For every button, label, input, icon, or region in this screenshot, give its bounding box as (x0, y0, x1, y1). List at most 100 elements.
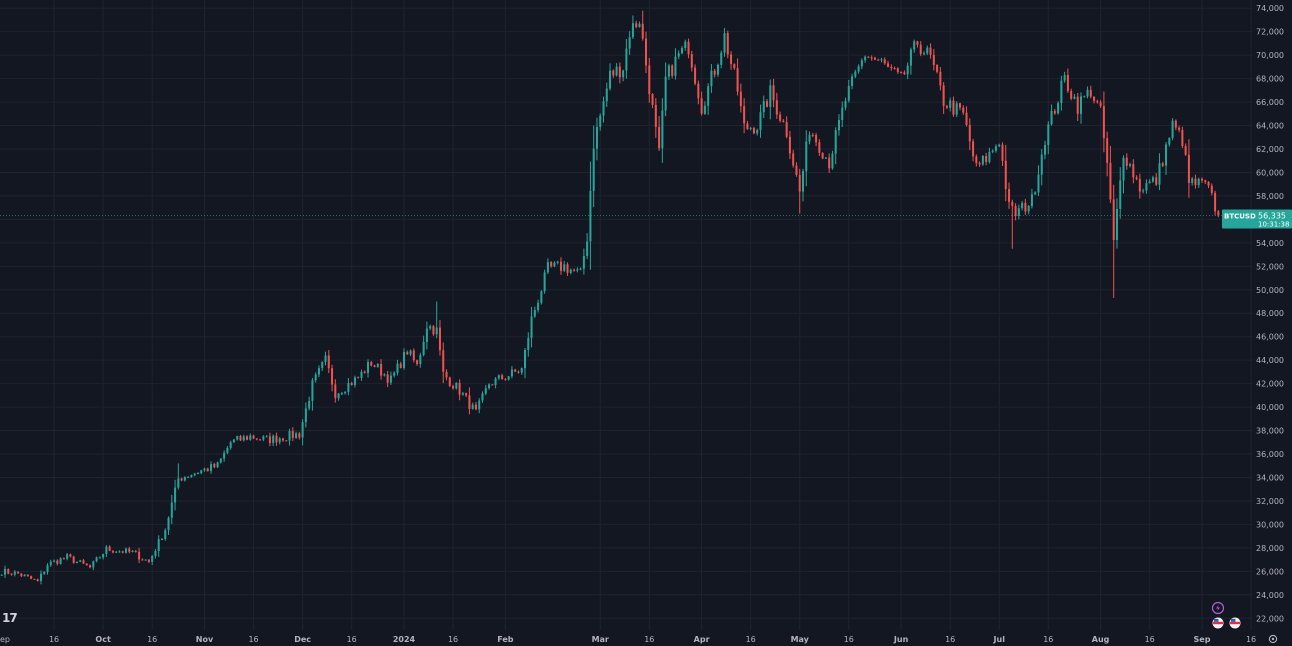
candle-up (226, 448, 229, 453)
y-tick-label: 48,000 (1256, 309, 1284, 318)
candle-down (779, 114, 782, 121)
flag-icon[interactable] (1229, 617, 1241, 629)
candle-up (157, 539, 160, 552)
candle-up (461, 393, 464, 395)
candle-down (919, 44, 922, 55)
candle-up (844, 100, 847, 108)
candle-up (906, 65, 909, 75)
candle-down (985, 156, 988, 163)
candle-up (262, 436, 265, 440)
candle-up (1057, 103, 1060, 114)
candle-down (10, 573, 13, 575)
candle-down (1155, 177, 1158, 185)
y-tick-label: 28,000 (1256, 544, 1284, 553)
candle-down (739, 91, 742, 107)
candle-down (641, 23, 644, 39)
candle-down (474, 404, 477, 410)
candle-up (422, 341, 425, 356)
candle-down (111, 550, 114, 553)
candle-up (707, 86, 710, 106)
candle-down (416, 360, 419, 365)
candle-down (726, 33, 729, 55)
candle-up (631, 23, 634, 38)
candle-up (484, 388, 487, 394)
candle-down (491, 384, 494, 386)
candle-up (360, 371, 363, 378)
candle-up (677, 53, 680, 57)
candle-up (1017, 208, 1020, 216)
candle-down (1024, 202, 1027, 212)
candle-down (612, 70, 615, 76)
candle-up (1158, 163, 1161, 185)
candle-up (455, 382, 458, 389)
candle-down (138, 551, 141, 560)
candle-up (991, 150, 994, 152)
candle-up (494, 378, 497, 385)
candle-down (331, 368, 334, 385)
candle-down (746, 123, 749, 129)
candle-down (792, 153, 795, 166)
candle-down (213, 464, 216, 468)
candle-up (170, 502, 173, 518)
candle-down (1112, 199, 1115, 241)
candle-down (1204, 180, 1207, 182)
candle-down (468, 395, 471, 409)
candle-up (913, 41, 916, 50)
candle-up (546, 262, 549, 273)
candle-up (569, 269, 572, 273)
candle-up (497, 375, 500, 379)
candle-down (1001, 144, 1004, 161)
y-tick-label: 52,000 (1256, 262, 1284, 271)
candle-down (334, 384, 337, 399)
candle-down (942, 85, 945, 106)
candle-up (1021, 202, 1024, 209)
candle-up (321, 362, 324, 369)
time-axis[interactable]: ep 16 Oct 16 Nov 16 Dec 16 2024 16 Feb Mar 16 Apr 16 Ma… (0, 635, 1256, 644)
candle-up (304, 408, 307, 423)
candle-up (242, 436, 245, 441)
tradingview-logo[interactable]: 17 (2, 611, 18, 625)
price-axis[interactable]: 74,000 72,000 70,000 68,000 66,000 64,000 62,0… (1256, 4, 1284, 623)
candle-down (1096, 101, 1099, 103)
price-tag: BTCUSD 56,335 10:31:38 (1222, 209, 1292, 229)
candle-down (1207, 181, 1210, 186)
candle-up (124, 548, 128, 553)
candle-up (955, 103, 958, 115)
flag-icon[interactable] (1212, 617, 1224, 629)
candle-down (1102, 106, 1105, 139)
lightning-icon[interactable] (1211, 601, 1225, 615)
candle-up (160, 539, 163, 541)
candle-down (1004, 160, 1007, 190)
candle-down (815, 134, 818, 143)
candle-down (62, 558, 65, 560)
candle-up (49, 561, 52, 566)
candle-up (229, 442, 232, 449)
candle-up (922, 53, 926, 55)
candle-up (232, 439, 235, 443)
candle-up (265, 436, 268, 438)
candle-up (314, 374, 317, 381)
candle-up (507, 376, 510, 380)
candle-up (589, 190, 592, 242)
candle-down (883, 59, 886, 64)
candle-down (465, 393, 468, 396)
candle-down (458, 382, 461, 395)
settings-icon[interactable] (1268, 634, 1278, 644)
x-tick-label: 16 (347, 635, 357, 644)
candle-up (344, 391, 347, 394)
candle-down (1138, 179, 1141, 192)
candle-down (350, 383, 353, 386)
y-tick-label: 32,000 (1256, 497, 1284, 506)
candle-down (386, 374, 389, 383)
candle-up (576, 269, 579, 271)
candle-up (196, 473, 199, 475)
candle-down (69, 554, 72, 557)
candle-down (501, 375, 504, 380)
candle-down (85, 563, 88, 566)
candle-down (945, 105, 948, 108)
candle-up (13, 571, 16, 575)
grid (0, 0, 1253, 630)
candle-up (210, 464, 213, 472)
candle-down (972, 141, 975, 157)
